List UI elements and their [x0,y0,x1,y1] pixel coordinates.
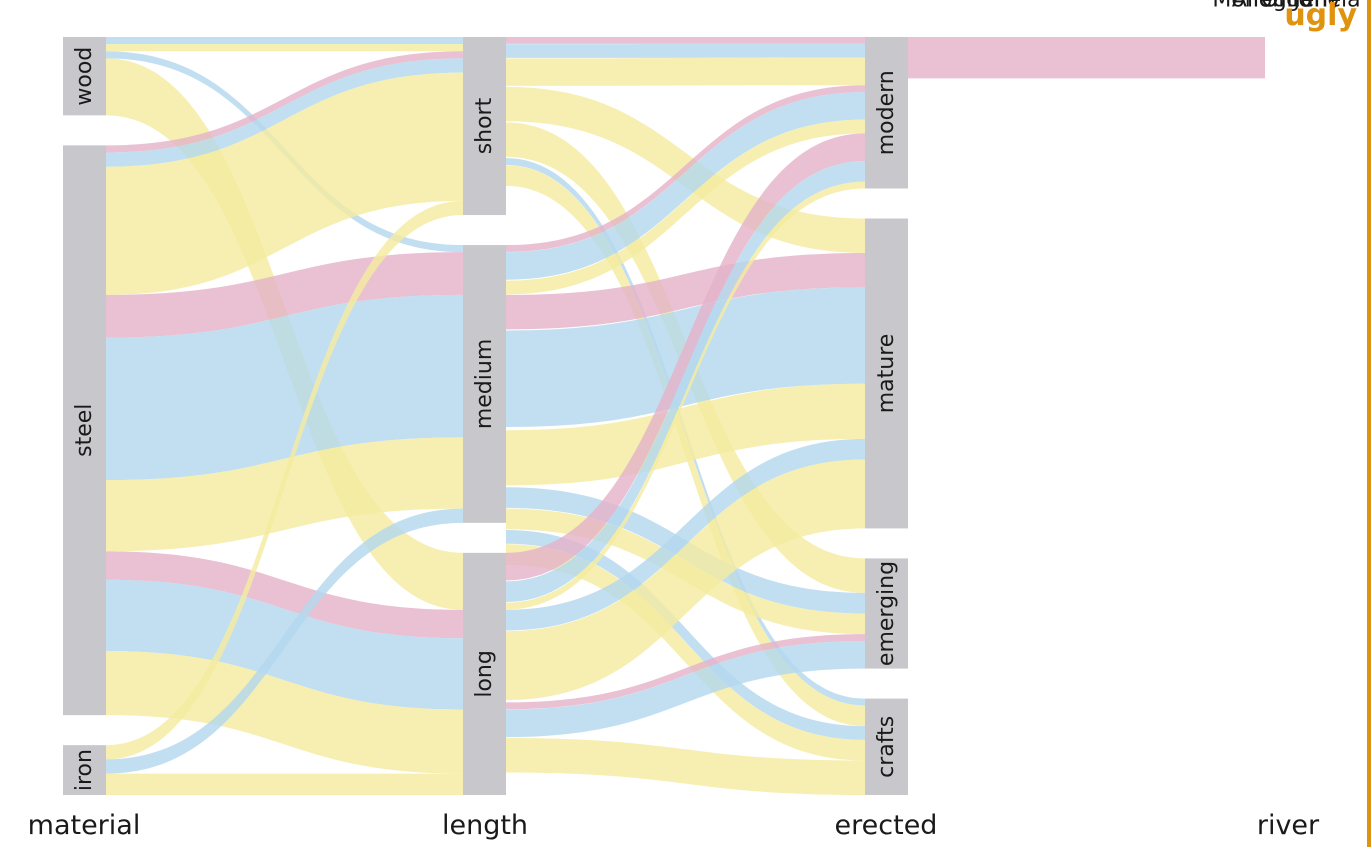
badge-rule [1367,0,1371,847]
band-modern-Ohio [908,37,1265,79]
node-steel: steel [63,145,106,716]
node-medium: medium [463,245,506,523]
band-long-modern-Monongahela [506,160,865,602]
node-bar-steel [63,145,106,716]
band-medium-mature-Allegheny [506,383,865,486]
node-label-iron: iron [72,749,97,791]
band-iron-medium-Monongahela [106,508,463,774]
band-long-modern-Allegheny [506,181,865,610]
node-label-short: short [472,97,497,154]
node-label-medium: medium [472,339,497,429]
band-short-modern-Ohio [506,37,865,44]
bands-layer [106,37,1265,795]
axis-label-erected: erected [835,810,938,841]
node-label-crafts: crafts [874,716,899,778]
band-wood-short-Monongahela [106,37,463,45]
band-long-emerging-Monongahela [506,641,865,738]
band-steel-medium-Ohio [106,252,463,338]
node-crafts: crafts [865,698,908,795]
nodes-layer: wood steel iron short medium long modern mature… [63,0,1361,795]
node-bar-wood [63,37,106,116]
badge-label: ugly [1284,0,1357,33]
band-wood-short-Allegheny [106,44,463,52]
band-steel-medium-Allegheny [106,437,463,552]
node-label-modern: modern [874,70,899,155]
band-steel-long-Allegheny [106,651,463,774]
node-label-steel: steel [72,404,97,457]
band-iron-long-Allegheny [106,773,463,795]
axis-label-river: river [1257,810,1320,841]
node-bar-medium [463,245,506,523]
band-medium-crafts-Allegheny [506,544,865,761]
node-label-ohio: Ohio [1261,0,1312,13]
node-bar-crafts [865,698,908,795]
node-monongahela: Monongahela [1212,0,1360,13]
node-label-emerging: emerging [874,561,899,666]
node-bar-emerging [865,558,908,669]
node-bar-short [463,37,506,216]
node-label-wood: wood [72,47,97,106]
axis-label-material: material [28,810,141,841]
node-allegheny: Allegheny [1232,0,1341,13]
band-long-mature-Monongahela [506,438,865,631]
band-short-modern-Monongahela [506,43,865,58]
axis-label-length: length [442,810,528,841]
node-modern: modern [865,37,908,189]
band-medium-crafts-Monongahela [506,529,865,740]
band-steel-short-Ohio [106,51,463,153]
node-label-mature: mature [874,334,899,414]
node-ohio: Ohio [1261,0,1312,13]
node-long: long [463,552,506,795]
band-long-crafts-Allegheny [506,738,865,795]
band-medium-modern-Allegheny [506,119,865,295]
node-bar-modern [865,37,908,189]
band-medium-mature-Ohio [506,252,865,330]
axis-labels-layer: material length erected river [28,810,1320,841]
band-medium-modern-Ohio [506,85,865,252]
band-steel-short-Allegheny [106,72,463,295]
node-bar-mature [865,218,908,529]
band-steel-short-Monongahela [106,58,463,167]
node-wood: wood [63,37,106,116]
node-label-long: long [472,650,497,697]
node-label-allegheny: Allegheny [1232,0,1341,13]
node-mature: mature [865,218,908,529]
band-steel-long-Ohio [106,551,463,639]
node-emerging: emerging [865,558,908,669]
node-bar-iron [63,745,106,795]
node-short: short [463,37,506,216]
band-long-emerging-Ohio [506,634,865,710]
band-iron-short-Allegheny [106,200,463,760]
node-label-monongahela: Monongahela [1212,0,1360,13]
band-short-modern-Allegheny [506,57,865,86]
node-bar-long [463,552,506,795]
node-iron: iron [63,745,106,795]
band-medium-modern-Monongahela [506,92,865,280]
band-steel-medium-Monongahela [106,294,463,481]
band-long-modern-Ohio [506,133,865,581]
band-long-mature-Allegheny [506,459,865,701]
